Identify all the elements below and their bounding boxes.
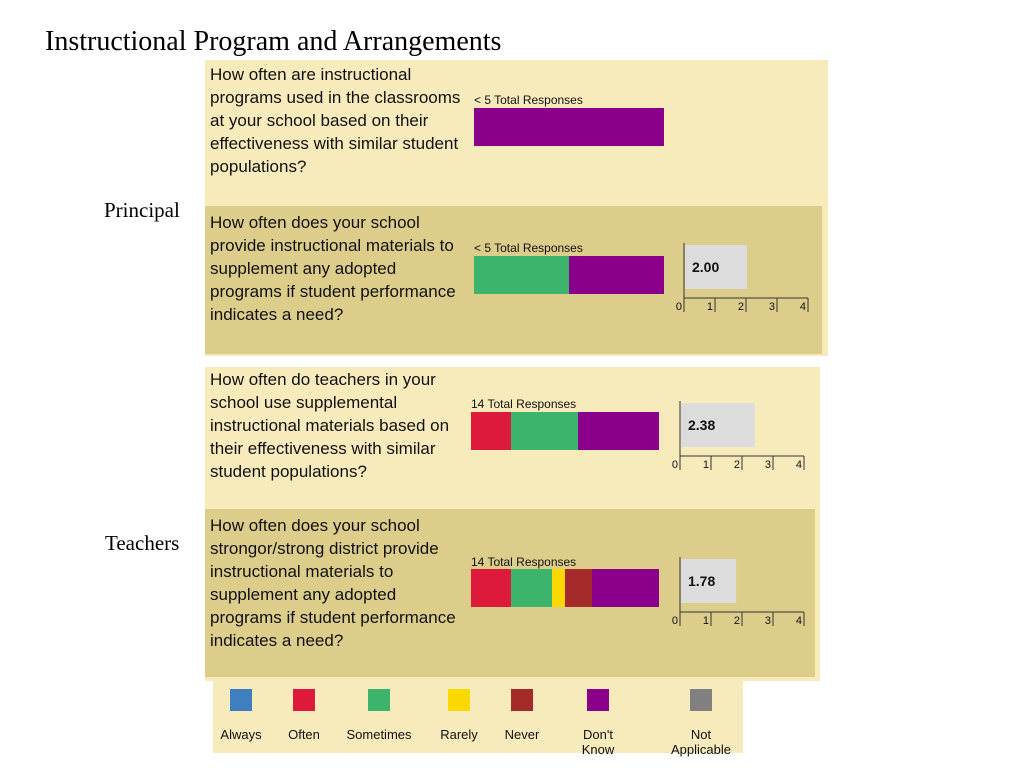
legend-item-often: Often: [283, 689, 325, 742]
legend-swatch: [511, 689, 533, 711]
mean-axis-svg: 2.00 0 1 2 3 4: [676, 243, 809, 313]
stacked-bar: [474, 108, 664, 146]
legend-label: Sometimes: [346, 727, 412, 742]
mean-bar: [681, 403, 755, 447]
mean-value-label: 2.38: [688, 417, 715, 433]
legend-swatch: [293, 689, 315, 711]
mean-value-label: 2.00: [692, 259, 719, 275]
legend: Always Often Sometimes Rarely Never Don'…: [213, 681, 743, 757]
bar-segment-never: [564, 569, 592, 607]
stacked-bar: [471, 412, 659, 450]
legend-swatch: [448, 689, 470, 711]
mean-axis-tick-label: 1: [707, 301, 713, 313]
legend-item-always: Always: [217, 689, 265, 742]
legend-swatch: [690, 689, 712, 711]
mean-axis-tick-label: 0: [672, 615, 678, 627]
total-responses-label: 14 Total Responses: [471, 397, 577, 411]
legend-item-not-applicable: Not Applicable: [661, 689, 741, 757]
bar-segment-don-t-know: [569, 256, 664, 294]
bar-segment-often: [471, 412, 512, 450]
mean-bar: [681, 559, 737, 603]
mean-axis-tick-label: 1: [703, 459, 709, 471]
mean-axis-tick-label: 1: [703, 615, 709, 627]
legend-item-sometimes: Sometimes: [341, 689, 417, 742]
legend-label: Don't Know: [581, 727, 615, 757]
mean-value-label: 1.78: [688, 573, 715, 589]
total-responses-label: < 5 Total Responses: [474, 241, 583, 255]
bar-segment-sometimes: [511, 412, 579, 450]
page-title: Instructional Program and Arrangements: [45, 26, 502, 57]
legend-label: Never: [504, 727, 540, 742]
legend-item-dont-know: Don't Know: [569, 689, 627, 757]
mean-axis-tick-label: 4: [796, 459, 802, 471]
mean-axis-svg: 1.78 0 1 2 3 4: [672, 557, 805, 627]
stacked-bar: [471, 569, 659, 607]
mean-axis-tick-label: 2: [734, 615, 740, 627]
mean-axis-tick-label: 0: [676, 301, 682, 313]
bar-segment-don-t-know: [591, 569, 659, 607]
group-label-teachers: Teachers: [105, 531, 180, 555]
mean-axis-tick-label: 0: [672, 459, 678, 471]
legend-swatch: [368, 689, 390, 711]
bar-segment-don-t-know: [474, 108, 664, 146]
mean-axis-tick-label: 2: [738, 301, 744, 313]
legend-swatch: [587, 689, 609, 711]
mean-axis-tick-label: 2: [734, 459, 740, 471]
mean-score-chart: 2.00 0 1 2 3 4: [676, 243, 809, 318]
bar-segment-don-t-know: [578, 412, 659, 450]
legend-swatch: [230, 689, 252, 711]
bar-segment-sometimes: [511, 569, 552, 607]
bar-segment-rarely: [551, 569, 565, 607]
mean-score-chart: 1.78 0 1 2 3 4: [672, 557, 805, 632]
bar-segment-sometimes: [474, 256, 569, 294]
legend-label: Often: [288, 727, 320, 742]
mean-bar: [685, 245, 747, 289]
mean-axis-tick-label: 3: [765, 459, 771, 471]
bar-segment-often: [471, 569, 512, 607]
question-text: How often do teachers in your school use…: [210, 370, 450, 481]
legend-item-never: Never: [498, 689, 546, 742]
mean-axis-tick-label: 4: [800, 301, 806, 313]
mean-score-chart: 2.38 0 1 2 3 4: [672, 401, 805, 476]
question-text: How often does your school provide instr…: [210, 213, 456, 324]
total-responses-label: 14 Total Responses: [471, 555, 577, 569]
stacked-bar: [474, 256, 664, 294]
legend-label: Always: [220, 727, 262, 742]
group-label-principal: Principal: [104, 198, 180, 222]
mean-axis-tick-label: 3: [765, 615, 771, 627]
question-text: How often does your school strongor/stro…: [210, 516, 456, 650]
question-text: How often are instructional programs use…: [210, 65, 461, 176]
mean-axis-tick-label: 4: [796, 615, 802, 627]
legend-item-rarely: Rarely: [434, 689, 484, 742]
mean-axis-tick-label: 3: [769, 301, 775, 313]
total-responses-label: < 5 Total Responses: [474, 93, 583, 107]
legend-label: Rarely: [440, 727, 478, 742]
mean-axis-svg: 2.38 0 1 2 3 4: [672, 401, 805, 471]
legend-label: Not Applicable: [671, 727, 731, 757]
